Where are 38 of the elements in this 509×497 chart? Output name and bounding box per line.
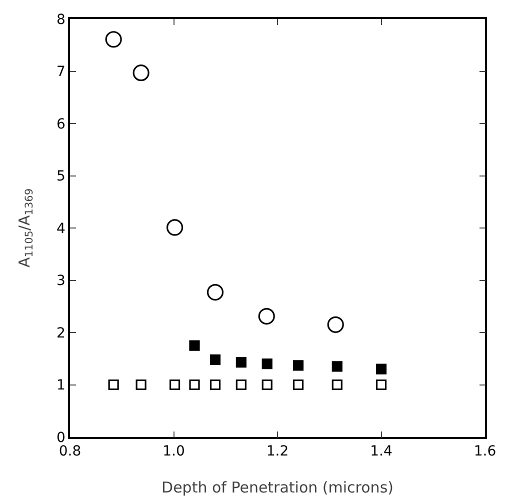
- point: [169, 379, 180, 390]
- point: [136, 379, 146, 390]
- point: [108, 379, 119, 390]
- point: [376, 379, 387, 390]
- point: [376, 364, 387, 374]
- point: [258, 308, 275, 325]
- y-tick-label: 4: [56, 220, 66, 237]
- y-tick-label: 7: [56, 64, 66, 80]
- x-tick-label: 1.6: [474, 444, 496, 460]
- y-tick-label: 8: [56, 12, 66, 28]
- point: [105, 31, 122, 48]
- point: [210, 354, 221, 365]
- point: [262, 358, 272, 370]
- point: [236, 356, 246, 368]
- y-tick-label: 1: [56, 378, 66, 394]
- point: [292, 360, 304, 371]
- x-tick-label: 1.4: [370, 444, 392, 460]
- y-tick-label: 0: [56, 430, 66, 446]
- x-tick-label: 0.8: [58, 444, 82, 460]
- point: [210, 379, 221, 390]
- x-tick-label: 1.0: [162, 444, 185, 460]
- point: [132, 64, 150, 82]
- point: [189, 379, 200, 390]
- x-axis-title: Depth of Penetration (microns): [162, 478, 394, 496]
- y-tick-label: 2: [56, 325, 66, 342]
- point: [206, 284, 224, 301]
- point: [332, 379, 342, 390]
- x-tick-label: 1.2: [266, 444, 289, 460]
- point: [292, 379, 304, 390]
- y-tick-label: 6: [56, 116, 66, 132]
- point: [327, 316, 344, 333]
- point: [236, 379, 246, 390]
- point: [189, 340, 200, 351]
- y-tick-label: 5: [56, 168, 66, 185]
- point: [332, 361, 342, 372]
- point: [262, 379, 272, 390]
- y-tick-label: 3: [56, 273, 66, 290]
- point: [166, 219, 184, 236]
